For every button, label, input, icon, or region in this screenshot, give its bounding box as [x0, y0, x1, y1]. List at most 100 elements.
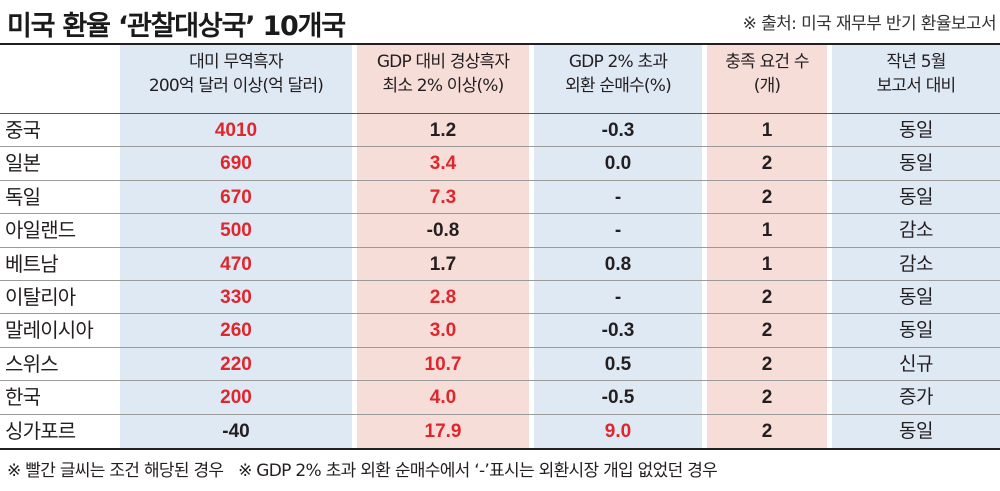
cell-change: 동일	[899, 119, 933, 141]
row-divider	[0, 146, 1000, 148]
cell-country: 싱가포르	[5, 418, 76, 443]
cell-country: 일본	[5, 151, 41, 176]
header-line: 외환 순매수(%)	[565, 76, 672, 96]
cell-country: 한국	[5, 385, 41, 410]
cell-criteria-count: 2	[761, 420, 773, 442]
cell-country: 이탈리아	[5, 285, 76, 309]
cell-current-account: 4.0	[429, 387, 457, 409]
cell-fx-purchase: -0.3	[601, 120, 635, 141]
table-row: 일본 690 3.4 0.0 2 동일	[0, 147, 1000, 181]
cell-change: 감소	[899, 252, 933, 275]
cell-change: 동일	[899, 419, 933, 442]
cell-fx-purchase: 0.0	[604, 153, 632, 175]
footnote-dash: ※ GDP 2% 초과 외환 순매수에서 ‘-’표시는 외환시장 개입 없었던 …	[238, 461, 718, 481]
cell-criteria-count: 2	[761, 387, 773, 409]
cell-fx-purchase: -0.5	[601, 387, 635, 409]
cell-fx-purchase: 9.0	[604, 420, 632, 442]
cell-criteria-count: 2	[761, 320, 773, 342]
cell-change: 동일	[899, 185, 933, 208]
cell-criteria-count: 1	[761, 120, 773, 141]
header: 미국 환율 ‘관찰대상국’ 10개국 ※ 출처: 미국 재무부 반기 환율보고서	[0, 0, 1000, 42]
row-divider	[0, 246, 1000, 248]
cell-change: 신규	[899, 352, 933, 375]
cell-current-account: -0.8	[426, 220, 460, 242]
row-divider	[0, 380, 1000, 382]
cell-country: 독일	[5, 184, 41, 209]
header-line: GDP 2% 초과	[568, 52, 668, 72]
cell-current-account: 1.2	[429, 120, 457, 141]
cell-trade-surplus: 330	[220, 287, 252, 308]
header-current-account: GDP 대비 경상흑자 최소 2% 이상(%)	[357, 50, 529, 98]
header-line: 대미 무역흑자	[189, 52, 283, 72]
cell-change: 동일	[899, 286, 933, 308]
table-header: 대미 무역흑자 200억 달러 이상(억 달러) GDP 대비 경상흑자 최소 …	[0, 45, 1000, 113]
cell-fx-purchase: -	[614, 287, 622, 308]
cell-country: 아일랜드	[5, 218, 76, 243]
table-row: 베트남 470 1.7 0.8 1 감소	[0, 248, 1000, 281]
cell-trade-surplus: 200	[220, 387, 252, 409]
cell-trade-surplus: 690	[220, 153, 252, 175]
cell-fx-purchase: -0.3	[601, 320, 635, 342]
cell-current-account: 7.3	[429, 186, 457, 208]
cell-trade-surplus: 670	[220, 186, 252, 208]
cell-current-account: 3.4	[429, 153, 457, 175]
header-line: GDP 대비 경상흑자	[376, 52, 510, 72]
header-line: 보고서 대비	[876, 76, 957, 96]
cell-fx-purchase: 0.5	[604, 353, 632, 375]
table-row: 한국 200 4.0 -0.5 2 증가	[0, 381, 1000, 415]
header-fx-purchase: GDP 2% 초과 외환 순매수(%)	[534, 50, 702, 98]
row-divider	[0, 279, 1000, 281]
table-row: 싱가포르 -40 17.9 9.0 2 동일	[0, 415, 1000, 448]
cell-criteria-count: 2	[761, 153, 773, 175]
cell-country: 스위스	[5, 351, 59, 376]
cell-trade-surplus: 500	[220, 220, 252, 242]
header-change: 작년 5월 보고서 대비	[832, 50, 1000, 98]
row-divider	[0, 213, 1000, 215]
table-row: 스위스 220 10.7 0.5 2 신규	[0, 348, 1000, 382]
header-divider	[0, 113, 1000, 114]
cell-current-account: 3.0	[429, 320, 457, 342]
table-row: 이탈리아 330 2.8 - 2 동일	[0, 281, 1000, 315]
cell-fx-purchase: 0.8	[604, 253, 632, 275]
header-line: 최소 2% 이상(%)	[382, 76, 505, 96]
cell-fx-purchase: -	[614, 186, 622, 208]
cell-current-account: 1.7	[429, 253, 457, 275]
cell-criteria-count: 2	[761, 287, 773, 308]
cell-criteria-count: 1	[761, 253, 773, 275]
table-row: 독일 670 7.3 - 2 동일	[0, 181, 1000, 215]
cell-trade-surplus: 260	[220, 320, 252, 342]
row-divider	[0, 313, 1000, 315]
cell-current-account: 10.7	[424, 353, 462, 375]
top-divider	[0, 43, 1000, 45]
header-trade-surplus: 대미 무역흑자 200억 달러 이상(억 달러)	[120, 50, 352, 98]
cell-current-account: 17.9	[424, 420, 462, 442]
cell-country: 말레이시아	[5, 318, 94, 343]
cell-trade-surplus: -40	[222, 420, 250, 442]
header-line: (개)	[753, 76, 781, 96]
cell-change: 동일	[899, 319, 933, 342]
footnote-red: ※ 빨간 글씨는 조건 해당된 경우	[7, 461, 224, 481]
cell-country: 중국	[5, 118, 41, 142]
cell-criteria-count: 2	[761, 186, 773, 208]
header-line: 200억 달러 이상(억 달러)	[148, 76, 324, 96]
header-line: 작년 5월	[886, 52, 946, 72]
table-row: 중국 4010 1.2 -0.3 1 동일	[0, 114, 1000, 148]
row-divider	[0, 413, 1000, 415]
row-divider	[0, 346, 1000, 348]
bottom-divider	[0, 448, 1000, 450]
source-note: ※ 출처: 미국 재무부 반기 환율보고서	[742, 14, 997, 34]
header-line: 충족 요건 수	[725, 52, 809, 72]
cell-change: 동일	[899, 152, 933, 175]
page-title: 미국 환율 ‘관찰대상국’ 10개국	[7, 11, 346, 42]
cell-trade-surplus: 220	[220, 353, 252, 375]
cell-current-account: 2.8	[429, 287, 457, 308]
cell-change: 감소	[899, 219, 933, 242]
cell-trade-surplus: 470	[220, 253, 252, 275]
row-divider	[0, 179, 1000, 181]
table-row: 말레이시아 260 3.0 -0.3 2 동일	[0, 314, 1000, 348]
header-criteria-count: 충족 요건 수 (개)	[707, 50, 827, 98]
cell-trade-surplus: 4010	[214, 120, 258, 141]
cell-criteria-count: 2	[761, 353, 773, 375]
table-row: 아일랜드 500 -0.8 - 1 감소	[0, 214, 1000, 248]
cell-criteria-count: 1	[761, 220, 773, 242]
